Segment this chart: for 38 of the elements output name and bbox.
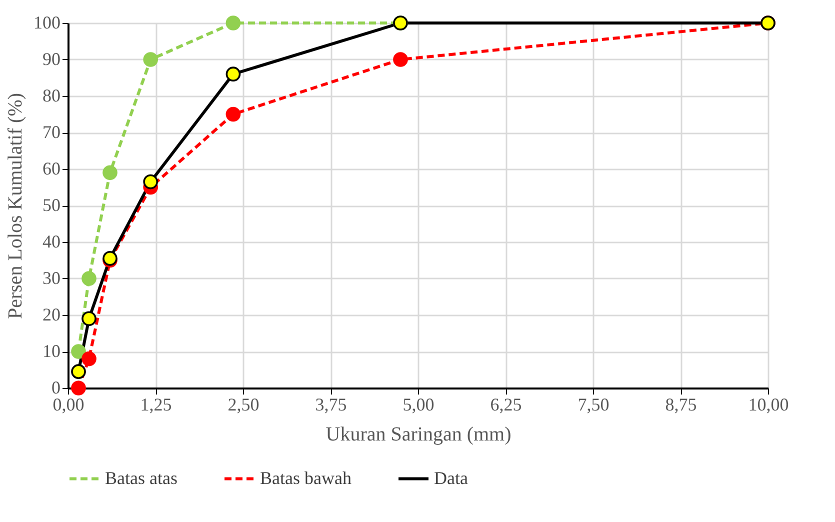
point xyxy=(82,311,96,326)
point xyxy=(226,66,241,82)
point xyxy=(226,106,241,122)
x-tick-label: 10,00 xyxy=(748,394,789,414)
y-tick-label: 30 xyxy=(42,268,60,288)
point xyxy=(143,52,158,67)
x-tick-label: 6,25 xyxy=(490,394,522,414)
point xyxy=(82,351,96,366)
y-tick-label: 10 xyxy=(42,341,60,361)
legend-label: Batas atas xyxy=(105,468,178,488)
point xyxy=(226,16,241,30)
point xyxy=(71,344,86,359)
x-tick-label: 3,75 xyxy=(315,394,347,414)
y-tick-label: 80 xyxy=(42,86,60,106)
y-tick-label: 40 xyxy=(42,232,60,252)
legend-label: Data xyxy=(434,468,468,488)
point xyxy=(102,165,118,180)
point xyxy=(71,380,86,396)
x-tick-label: 0,00 xyxy=(52,394,84,414)
point xyxy=(143,174,158,190)
x-tick-label: 1,25 xyxy=(140,394,172,414)
y-tick-label: 90 xyxy=(42,49,60,69)
y-tick-label: 50 xyxy=(42,195,60,215)
y-axis-title: Persen Lolos Kumulatif (%) xyxy=(4,92,26,320)
x-tick-label: 2,50 xyxy=(228,394,260,414)
y-tick-label: 20 xyxy=(42,304,60,324)
y-tick-label: 60 xyxy=(42,158,60,178)
x-tick-label: 5,00 xyxy=(402,394,434,414)
point xyxy=(393,52,408,67)
y-tick-label: 0 xyxy=(52,378,60,398)
point xyxy=(82,271,96,286)
x-tick-label: 7,50 xyxy=(578,394,610,414)
x-axis-title: Ukuran Saringan (mm) xyxy=(326,424,512,446)
x-tick-label: 8,75 xyxy=(665,394,697,414)
legend-label: Batas bawah xyxy=(260,468,352,488)
point xyxy=(71,364,86,379)
y-tick-label: 70 xyxy=(42,122,60,142)
y-tick-label: 100 xyxy=(34,12,60,32)
